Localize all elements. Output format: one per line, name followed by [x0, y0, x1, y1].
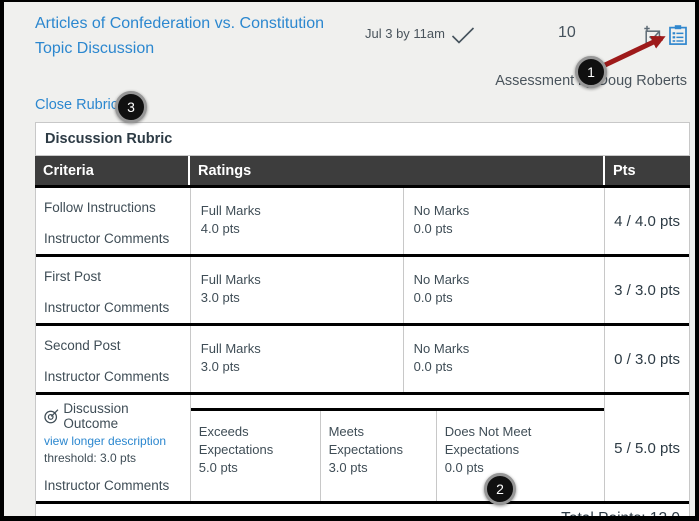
- close-rubric-link[interactable]: Close Rubric: [35, 97, 118, 113]
- callout-1: 1: [575, 56, 607, 88]
- rating-meets-expectations: Meets Expectations 3.0 pts: [321, 411, 437, 501]
- criterion-name: Discussion Outcome: [63, 401, 129, 431]
- rating-no-marks: No Marks 0.0 pts: [404, 188, 604, 254]
- rating-label: No Marks: [413, 341, 470, 356]
- rating-no-marks: No Marks 0.0 pts: [404, 257, 604, 323]
- instructor-comments-label: Instructor Comments: [44, 369, 170, 384]
- rating-points: 0.0 pts: [413, 359, 453, 374]
- instructor-comments-label: Instructor Comments: [44, 300, 170, 315]
- rating-label: Exceeds Expectations: [198, 424, 274, 457]
- criterion-name: First Post: [44, 269, 102, 284]
- outcome-target-icon: [44, 409, 59, 424]
- rating-label: Full Marks: [200, 272, 261, 287]
- ratings-cell: Exceeds Expectations 5.0 pts Meets Expec…: [190, 395, 606, 501]
- rubric-icon: [669, 25, 687, 45]
- column-header-criteria: Criteria: [35, 156, 190, 185]
- rubric-title: Discussion Rubric: [35, 122, 690, 156]
- rating-label: Does Not Meet Expectations: [444, 424, 532, 457]
- rating-points: 3.0 pts: [200, 290, 240, 305]
- rating-full-marks: Full Marks 4.0 pts: [191, 188, 404, 254]
- rating-points: 0.0 pts: [413, 290, 453, 305]
- criterion-cell: Second Post Instructor Comments: [36, 326, 191, 392]
- criterion-cell: Discussion Outcome view longer descripti…: [36, 395, 191, 501]
- criterion-name: Second Post: [44, 338, 121, 353]
- criterion-cell: First Post Instructor Comments: [36, 257, 191, 323]
- rating-label: Full Marks: [200, 203, 261, 218]
- callout-3: 3: [115, 91, 147, 123]
- rating-full-marks: Full Marks 3.0 pts: [191, 257, 404, 323]
- ratings-cell: Full Marks 3.0 pts No Marks 0.0 pts: [191, 257, 606, 323]
- rating-points: 4.0 pts: [200, 221, 240, 236]
- criterion-cell: Follow Instructions Instructor Comments: [36, 188, 191, 254]
- ratings-cell: Full Marks 3.0 pts No Marks 0.0 pts: [191, 326, 606, 392]
- rubric-panel: Discussion Rubric Criteria Ratings Pts F…: [35, 122, 690, 521]
- due-date: Jul 3 by 11am: [365, 26, 445, 41]
- rating-points: 5.0 pts: [198, 460, 238, 475]
- instructor-comments-label: Instructor Comments: [44, 478, 170, 493]
- rating-points: 3.0 pts: [200, 359, 240, 374]
- ratings-cell: Full Marks 4.0 pts No Marks 0.0 pts: [191, 188, 606, 254]
- criterion-score: 4 / 4.0 pts: [614, 212, 680, 230]
- criterion-score: 5 / 5.0 pts: [614, 439, 680, 457]
- rating-full-marks: Full Marks 3.0 pts: [191, 326, 404, 392]
- total-points-label: Total Points: 12.0: [561, 510, 680, 521]
- outcome-heading: Discussion Outcome: [44, 401, 182, 431]
- assignment-title-link[interactable]: Articles of Confederation vs. Constituti…: [35, 15, 325, 57]
- rating-label: Full Marks: [200, 341, 261, 356]
- rubric-body: Follow Instructions Instructor Comments …: [35, 188, 690, 521]
- show-rubric-button[interactable]: [667, 24, 689, 46]
- column-header-pts: Pts: [613, 162, 636, 179]
- rating-label: Meets Expectations: [328, 424, 403, 457]
- rating-does-not-meet-expectations: Does Not Meet Expectations 0.0 pts: [437, 411, 604, 501]
- rating-label: No Marks: [413, 203, 470, 218]
- rating-no-marks: No Marks 0.0 pts: [404, 326, 604, 392]
- rating-label: No Marks: [413, 272, 470, 287]
- submitted-check-icon: [451, 27, 475, 44]
- rating-exceeds-expectations: Exceeds Expectations 5.0 pts: [191, 411, 321, 501]
- outcome-threshold: threshold: 3.0 pts: [44, 451, 137, 465]
- criterion-score: 3 / 3.0 pts: [614, 281, 680, 299]
- rubric-row-follow-instructions: Follow Instructions Instructor Comments …: [36, 188, 689, 257]
- rubric-row-first-post: First Post Instructor Comments Full Mark…: [36, 257, 689, 326]
- outcome-ratings: Exceeds Expectations 5.0 pts Meets Expec…: [190, 408, 605, 501]
- total-points-row: Total Points: 12.0: [36, 504, 689, 521]
- rating-points: 0.0 pts: [413, 221, 453, 236]
- points-possible: 10: [558, 24, 576, 41]
- criterion-score: 0 / 3.0 pts: [614, 350, 680, 368]
- instructor-comments-label: Instructor Comments: [44, 231, 170, 246]
- rubric-row-discussion-outcome: Discussion Outcome view longer descripti…: [36, 395, 689, 504]
- rating-points: 0.0 pts: [444, 460, 484, 475]
- callout-2: 2: [484, 473, 516, 505]
- view-longer-description-link[interactable]: view longer description: [44, 434, 167, 448]
- criterion-name: Follow Instructions: [44, 200, 156, 215]
- rating-points: 3.0 pts: [328, 460, 368, 475]
- rubric-header-row: Criteria Ratings Pts: [35, 156, 690, 188]
- column-header-ratings: Ratings: [190, 156, 605, 185]
- annotation-arrow: [603, 35, 666, 68]
- rubric-row-second-post: Second Post Instructor Comments Full Mar…: [36, 326, 689, 395]
